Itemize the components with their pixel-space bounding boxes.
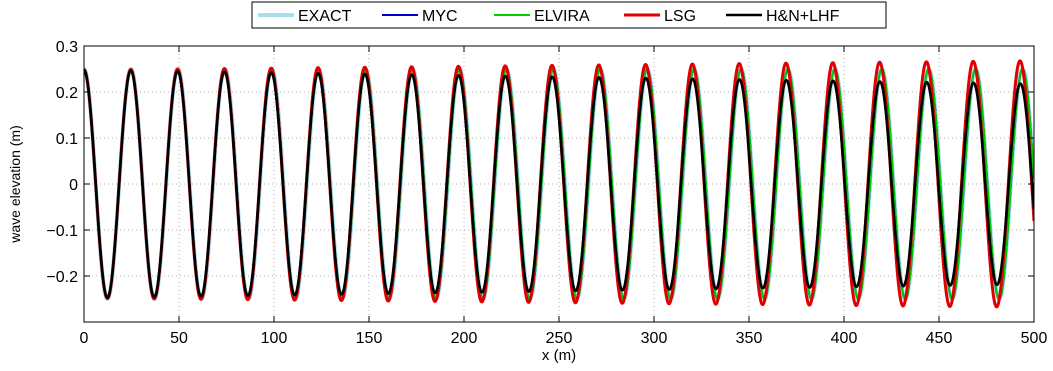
- x-tick-label: 350: [736, 330, 763, 347]
- x-axis-label: x (m): [542, 347, 576, 364]
- legend-label: H&N+LHF: [766, 8, 840, 25]
- series-layer: [84, 59, 1034, 309]
- legend-label: ELVIRA: [534, 8, 590, 25]
- x-tick-label: 450: [926, 330, 953, 347]
- y-tick-label: 0.2: [56, 85, 78, 102]
- y-tick-label: 0.3: [56, 39, 78, 56]
- x-tick-label: 300: [641, 330, 668, 347]
- x-tick-label: 0: [80, 330, 89, 347]
- series-line-h-n-lhf: [84, 68, 1034, 300]
- x-tick-label: 500: [1021, 330, 1048, 347]
- y-tick-label: 0.1: [56, 131, 78, 148]
- legend-box: [251, 1, 887, 29]
- x-tick-label: 50: [170, 330, 188, 347]
- y-axis-label: wave elevation (m): [7, 125, 23, 244]
- x-tick-label: 100: [261, 330, 288, 347]
- y-tick-label: −0.2: [46, 269, 78, 286]
- x-tick-label: 150: [356, 330, 383, 347]
- legend: EXACT MYC ELVIRA LSG H&N+LHF: [251, 1, 887, 29]
- legend-label: LSG: [664, 8, 696, 25]
- x-tick-label: 400: [831, 330, 858, 347]
- y-axis-ticks: 0.3 0.2 0.1 0 −0.1 −0.2: [46, 39, 1034, 286]
- legend-label: EXACT: [298, 8, 352, 25]
- x-tick-label: 200: [451, 330, 478, 347]
- x-axis-ticks: 0 50 100 150 200 250 300 350 400 450 500: [80, 46, 1048, 347]
- x-tick-label: 250: [546, 330, 573, 347]
- y-tick-label: −0.1: [46, 223, 78, 240]
- legend-label: MYC: [422, 8, 458, 25]
- y-tick-label: 0: [69, 177, 78, 194]
